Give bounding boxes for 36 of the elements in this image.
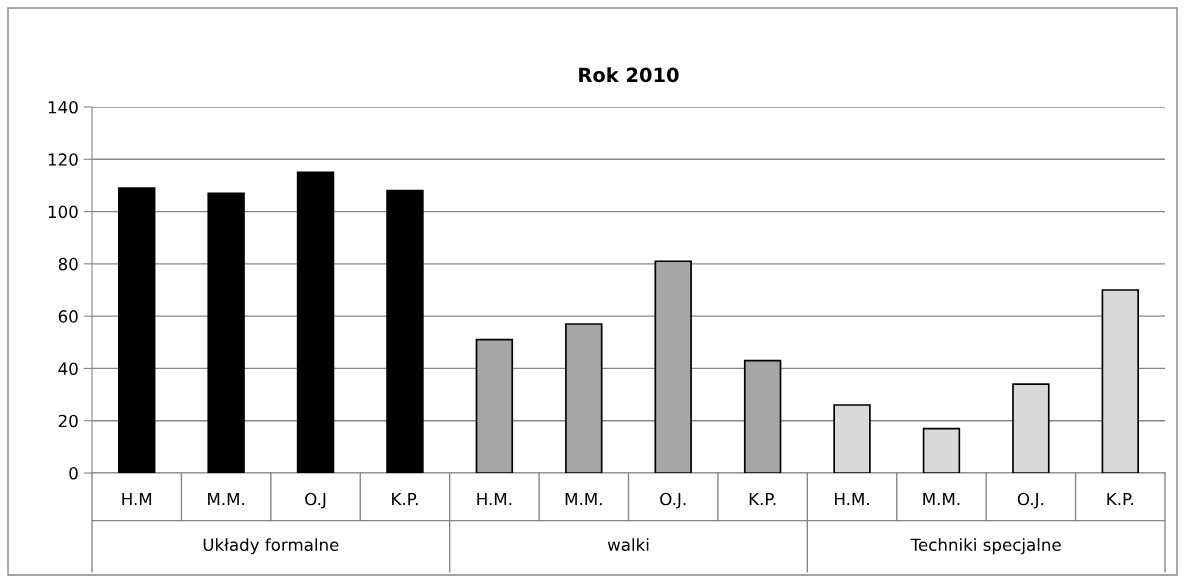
bar: [296, 171, 335, 473]
y-tick-label: 60: [58, 310, 78, 323]
bar: [833, 404, 871, 473]
y-tick-label: 0: [69, 466, 78, 480]
x-tick-label: O.J.: [1017, 492, 1044, 509]
x-tick-label: K.P.: [749, 492, 776, 506]
bar: [654, 260, 692, 473]
bar: [565, 323, 603, 473]
bar: [743, 359, 782, 473]
x-tick-label: M.M.: [208, 492, 245, 506]
y-tick-label: 140: [48, 100, 78, 114]
x-tick-label: H.M.: [835, 492, 869, 506]
bar: [475, 338, 514, 473]
text: Układy formalne: [203, 538, 339, 555]
y-tick-label: 120: [48, 153, 78, 166]
x-tick-label: O.J.: [660, 492, 686, 509]
x-tick-label: M.M.: [923, 492, 960, 506]
bar: [386, 189, 424, 473]
x-tick-label: H.M.: [477, 492, 512, 506]
y-tick-label: 80: [58, 257, 78, 271]
text: Techniki specjalne: [910, 538, 1061, 555]
bar: [207, 192, 245, 473]
x-tick-label: M.M.: [565, 492, 602, 506]
x-tick-label: K.P.: [392, 492, 418, 506]
bar: [922, 427, 961, 473]
text: walki: [607, 538, 649, 552]
chart-title: Rok 2010: [579, 67, 679, 83]
bar: [117, 187, 156, 473]
x-tick-label: K.P.: [1107, 492, 1133, 506]
bar: [1012, 383, 1050, 473]
bar: [1101, 289, 1140, 473]
y-tick-label: 100: [48, 205, 78, 219]
x-tick-label: O.J: [305, 492, 326, 509]
x-tick-label: H.M: [122, 492, 152, 506]
y-tick-label: 20: [58, 414, 78, 428]
y-tick-label: 40: [58, 362, 78, 375]
